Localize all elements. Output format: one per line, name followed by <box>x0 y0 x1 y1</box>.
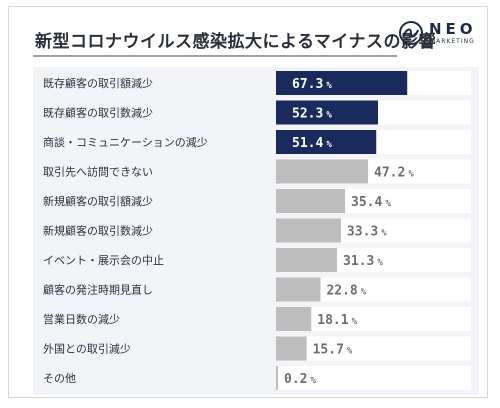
category-label: 新規顧客の取引数減少 <box>43 224 153 238</box>
category-label: 営業日数の減少 <box>43 312 120 326</box>
category-label: 取引先へ訪問できない <box>43 165 153 179</box>
value-label: 22.8% <box>326 284 366 299</box>
logo-swirl-icon <box>399 21 423 45</box>
chart-title: 新型コロナウイルス感染拡大によるマイナスの影響 <box>35 32 436 52</box>
category-label: その他 <box>43 372 76 385</box>
bar-track <box>276 366 471 390</box>
bar <box>276 277 321 302</box>
value-label: 67.3% <box>292 77 332 92</box>
bar <box>276 336 307 361</box>
category-label: 既存顧客の取引数減少 <box>43 106 153 120</box>
value-label: 18.1% <box>317 313 357 328</box>
bar <box>276 248 338 272</box>
value-label: 15.7% <box>313 343 353 358</box>
logo-word: NEO <box>429 20 477 38</box>
logo-subtext: MARKETING <box>430 38 475 45</box>
value-label: 0.2% <box>284 372 316 387</box>
bar <box>276 100 378 125</box>
neo-marketing-logo: NEO MARKETING <box>397 19 477 49</box>
bar <box>276 189 346 213</box>
category-label: 新規顧客の取引額減少 <box>43 194 153 208</box>
title-underline <box>33 55 397 57</box>
chart-card: 新型コロナウイルス感染拡大によるマイナスの影響 NEO MARKETING 既存… <box>8 6 488 398</box>
value-label: 47.2% <box>374 166 414 181</box>
category-label: 商談・コミュニケーションの減少 <box>43 135 208 149</box>
bar <box>276 218 341 243</box>
category-label: 既存顧客の取引額減少 <box>43 76 153 90</box>
value-label: 52.3% <box>292 107 332 122</box>
bar <box>276 71 408 95</box>
category-label: イベント・展示会の中止 <box>43 254 164 267</box>
value-label: 31.3% <box>343 254 383 269</box>
category-label: 外国との取引減少 <box>43 342 131 356</box>
bar <box>276 307 312 331</box>
bar <box>276 366 278 390</box>
value-label: 35.4% <box>351 195 391 210</box>
chart-panel: 既存顧客の取引額減少 67.3% 既存顧客の取引数減少 52.3% 商談・コミュニケーシ… <box>33 67 479 395</box>
value-label: 33.3% <box>347 225 387 240</box>
bar <box>276 159 369 184</box>
category-label: 顧客の発注時期見直し <box>43 283 153 297</box>
bar-track <box>276 336 471 361</box>
bar <box>276 130 377 154</box>
bar-chart: 既存顧客の取引額減少 67.3 % 既存顧客の取引数減少 52.3 % 商談・コミュニケーシ… <box>43 71 471 390</box>
value-label: 51.4% <box>292 136 332 151</box>
